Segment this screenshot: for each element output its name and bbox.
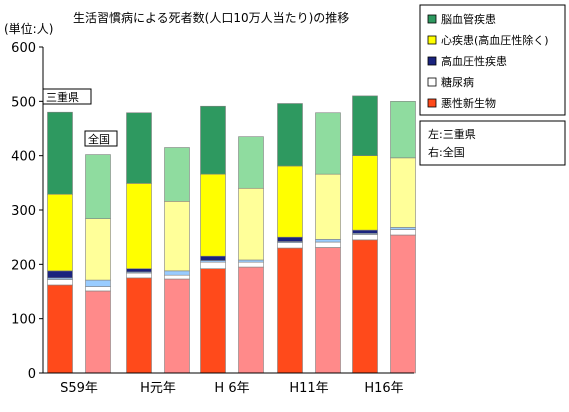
bar-segment — [85, 154, 111, 219]
bar-segment — [126, 183, 152, 269]
zenkoku-callout-text: 全国 — [88, 132, 110, 146]
bar-segment — [238, 136, 264, 189]
x-category-label: H16年 — [364, 381, 403, 396]
bar-segment — [315, 173, 341, 240]
bar-segment — [126, 268, 152, 273]
bar-segment — [352, 95, 378, 156]
bar-segment — [200, 255, 226, 261]
y-tick-label: 400 — [11, 150, 36, 165]
bar-segment — [277, 103, 303, 167]
bar-segment — [352, 239, 378, 374]
zenkoku-callout: 全国 — [84, 130, 118, 147]
legend-swatch — [427, 98, 437, 108]
x-category-label: H11年 — [289, 381, 328, 396]
legend-swatch — [427, 77, 437, 87]
legend-box — [419, 4, 566, 116]
bar-segment — [164, 201, 190, 272]
legend-label: 悪性新生物 — [441, 96, 496, 110]
legend-swatch — [427, 14, 437, 24]
x-category-label: H元年 — [140, 381, 176, 396]
bar-segment — [85, 218, 111, 281]
bar-segment — [85, 286, 111, 292]
bar-segment — [164, 278, 190, 374]
bar-segment — [200, 268, 226, 374]
x-category-label: S59年 — [60, 381, 98, 396]
bar-segment — [47, 111, 73, 195]
side-note-box — [419, 120, 566, 166]
bar-segment — [238, 259, 264, 263]
bar-segment — [315, 112, 341, 175]
zenkoku-callout-box — [84, 130, 118, 147]
bar-segment — [277, 242, 303, 249]
bar-segment — [85, 279, 111, 287]
unit-label: (単位:人) — [4, 21, 53, 36]
bar-segment — [47, 284, 73, 374]
bar-segment — [390, 229, 416, 236]
side-note-line-1: 左:三重県 — [428, 127, 476, 141]
bar-segment — [164, 147, 190, 202]
legend-swatch — [427, 35, 437, 45]
bar-segment — [126, 112, 152, 184]
y-tick-label: 0 — [28, 367, 36, 382]
legend-label: 高血圧性疾患 — [441, 54, 507, 68]
bar-segment — [238, 261, 264, 268]
legend-swatch — [427, 56, 437, 66]
bar-segment — [352, 155, 378, 231]
bar-segment — [277, 236, 303, 242]
bar-segment — [315, 241, 341, 248]
bar-segment — [390, 227, 416, 230]
bar-segment — [200, 173, 226, 257]
x-category-label: H 6年 — [214, 381, 249, 396]
chart-title: 生活習慣病による死者数(人口10万人当たり)の推移 — [73, 10, 349, 25]
bar-segment — [390, 234, 416, 374]
bar-segment — [164, 274, 190, 280]
bar-segment — [126, 277, 152, 374]
side-note: 左:三重県 右:全国 — [419, 120, 566, 166]
mie-callout: 三重県 — [42, 88, 92, 105]
bar-segment — [315, 247, 341, 374]
y-tick-label: 500 — [11, 95, 36, 110]
y-tick-label: 600 — [11, 41, 36, 56]
bar-segment — [352, 234, 378, 241]
bars-layer — [47, 95, 416, 374]
bar-segment — [126, 272, 152, 279]
legend-label: 脳血管疾患 — [441, 12, 496, 26]
bar-segment — [47, 270, 73, 279]
bar-segment — [200, 105, 226, 175]
ticks-layer: 0 100 200 300 400 500 600 — [11, 41, 43, 382]
bar-segment — [352, 229, 378, 234]
mie-callout-text: 三重県 — [46, 90, 79, 104]
category-labels: S59年 H元年 H 6年 H11年 H16年 — [60, 381, 404, 396]
bar-segment — [164, 270, 190, 276]
legend-label: 心疾患(高血圧性除く) — [441, 33, 549, 47]
bar-segment — [200, 261, 226, 269]
bar-segment — [47, 279, 73, 286]
bar-segment — [390, 157, 416, 228]
y-tick-label: 200 — [11, 258, 36, 273]
side-note-line-2: 右:全国 — [428, 145, 465, 159]
legend-label: 糖尿病 — [441, 75, 474, 89]
bar-segment — [85, 290, 111, 374]
y-tick-label: 100 — [11, 313, 36, 328]
y-tick-label: 300 — [11, 204, 36, 219]
bar-segment — [390, 101, 416, 159]
bar-segment — [315, 239, 341, 243]
bar-segment — [47, 193, 73, 272]
bar-segment — [238, 266, 264, 374]
bar-segment — [238, 187, 264, 261]
mie-callout-box — [42, 88, 92, 105]
bar-segment — [277, 165, 303, 238]
bar-segment — [277, 247, 303, 374]
